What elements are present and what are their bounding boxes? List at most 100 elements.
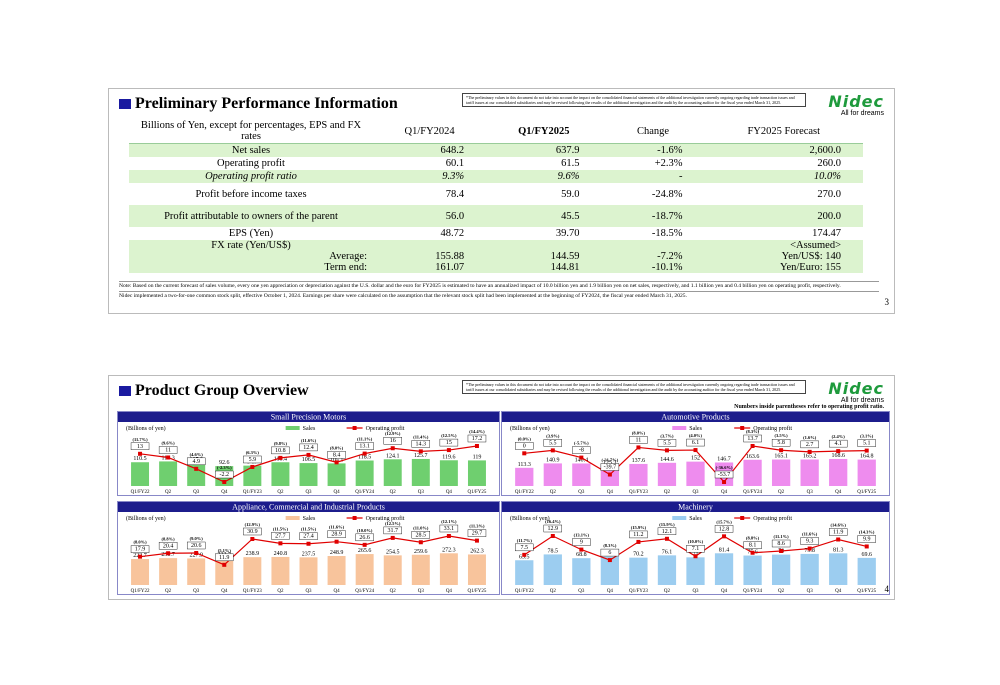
- line-point: [278, 455, 283, 460]
- bar-value-label: 144.6: [660, 457, 674, 463]
- bar-value-label: 125.1: [603, 460, 617, 466]
- chart: Small Precision Motors (Billions of yen) S…: [117, 411, 500, 496]
- line-point: [138, 451, 143, 456]
- line-value-label: 28.9: [331, 532, 342, 538]
- value-cell: 10.0%: [704, 170, 863, 183]
- line-point: [222, 480, 227, 484]
- line-point: [334, 539, 339, 544]
- fx-value: 144.59: [550, 251, 580, 262]
- line-value-label: 7.1: [692, 546, 700, 552]
- value-box: [572, 538, 591, 546]
- value-cell: 200.0: [704, 205, 863, 227]
- bar: [743, 555, 762, 585]
- bar-value-label: 68.8: [576, 552, 587, 558]
- value-box: [771, 539, 791, 548]
- line-point: [306, 541, 311, 546]
- line-value-label: 4.1: [834, 441, 842, 447]
- ratio-label: (4.0%): [689, 433, 703, 438]
- x-tick-label: Q1/FY24: [355, 490, 374, 495]
- bar-value-label: 70.2: [633, 552, 644, 558]
- line-value-label: -8: [579, 448, 584, 454]
- x-tick-label: Q1/FY25: [857, 589, 876, 594]
- line-point: [607, 558, 612, 563]
- bar: [629, 557, 648, 585]
- bar: [657, 462, 677, 486]
- ratio-label: (12.5%): [441, 433, 457, 438]
- ratio-label: (11.1%): [774, 534, 790, 539]
- x-tick-label: Q4: [221, 589, 228, 594]
- line-value-label: 0: [523, 443, 526, 449]
- bar: [771, 459, 791, 486]
- ratio-label: (0.0%): [518, 436, 532, 441]
- ratio-label: (9.6%): [162, 441, 176, 446]
- line-value-label: 8.4: [333, 452, 341, 458]
- bar: [629, 463, 648, 486]
- line-point: [693, 554, 698, 559]
- value-box: [271, 446, 290, 455]
- fx-forecast: <Assumed>: [790, 240, 841, 251]
- bar-value-label: 81.4: [719, 547, 730, 553]
- line-point: [250, 536, 255, 541]
- bar-value-label: 240.8: [274, 551, 288, 557]
- x-tick-label: Q3: [692, 490, 699, 495]
- value-box: [657, 439, 677, 447]
- x-tick-label: Q1/FY22: [131, 589, 150, 594]
- chart-header: [502, 502, 889, 512]
- bar: [299, 557, 318, 585]
- ratio-label: (14.4%): [469, 429, 485, 434]
- bar: [467, 554, 486, 585]
- value-box: [243, 455, 262, 464]
- x-tick-label: Q1/FY23: [629, 589, 648, 594]
- header-cell: FY2025 Forecast: [704, 119, 863, 144]
- line-value-label: 12.9: [548, 526, 559, 532]
- bar: [714, 553, 734, 585]
- line-value-label: 17.2: [472, 436, 483, 442]
- line-point: [750, 550, 755, 555]
- bar: [327, 556, 346, 585]
- ratio-label: (6.3%): [246, 450, 260, 455]
- bar-value-label: 140.4: [575, 457, 589, 463]
- ratio-label: (3.9%): [546, 433, 560, 438]
- line-value-label: 11.2: [633, 532, 643, 538]
- line-point: [636, 539, 641, 544]
- bar: [572, 463, 591, 486]
- line-point: [362, 451, 367, 456]
- value-box: [243, 527, 262, 536]
- bar-value-label: 140.9: [546, 457, 560, 463]
- ratio-label: (14.3%): [859, 529, 875, 534]
- bar-value-label: 165.1: [774, 454, 788, 460]
- x-tick-label: Q1/FY23: [629, 490, 648, 495]
- line-point: [306, 452, 311, 457]
- fx-value: -10.1%: [651, 262, 683, 273]
- line-value-label: 26.6: [359, 535, 370, 541]
- bar-value-label: 168.6: [831, 453, 845, 459]
- page-number: 4: [884, 584, 890, 594]
- value-box: [572, 446, 591, 454]
- ratio-label: (-2.3%): [217, 465, 232, 470]
- x-tick-label: Q4: [334, 490, 341, 495]
- bar-value-label: 119.6: [442, 454, 455, 460]
- ratio-label: (10.0%): [688, 539, 704, 544]
- bar: [829, 458, 848, 486]
- value-cell: -18.5%: [651, 228, 683, 239]
- slide-title: Product Group Overview: [119, 382, 309, 400]
- line-value-label: 7.5: [521, 545, 529, 551]
- y-axis-label: (Billions of yen): [510, 425, 550, 432]
- value-box: [857, 439, 876, 447]
- ratio-label: (-36.6%): [716, 465, 733, 470]
- line-value-label: 5.9: [249, 457, 257, 463]
- line-value-label: 12.8: [719, 526, 730, 532]
- line-value-label: 27.4: [303, 534, 314, 540]
- bar: [383, 459, 402, 486]
- ratio-label: (13.1%): [574, 533, 590, 538]
- value-box: [800, 537, 819, 545]
- x-tick-label: Q2: [664, 589, 671, 594]
- value-box: [130, 545, 150, 553]
- value-cell: 9.3%: [373, 170, 487, 183]
- row-label: FX rate (Yen/US$) Average: Term end:: [129, 240, 373, 273]
- bar: [131, 462, 150, 486]
- ratio-label: (10.0%): [357, 528, 373, 533]
- ratio-label: (11.6%): [329, 525, 345, 530]
- bar-value-label: 69.6: [861, 552, 872, 558]
